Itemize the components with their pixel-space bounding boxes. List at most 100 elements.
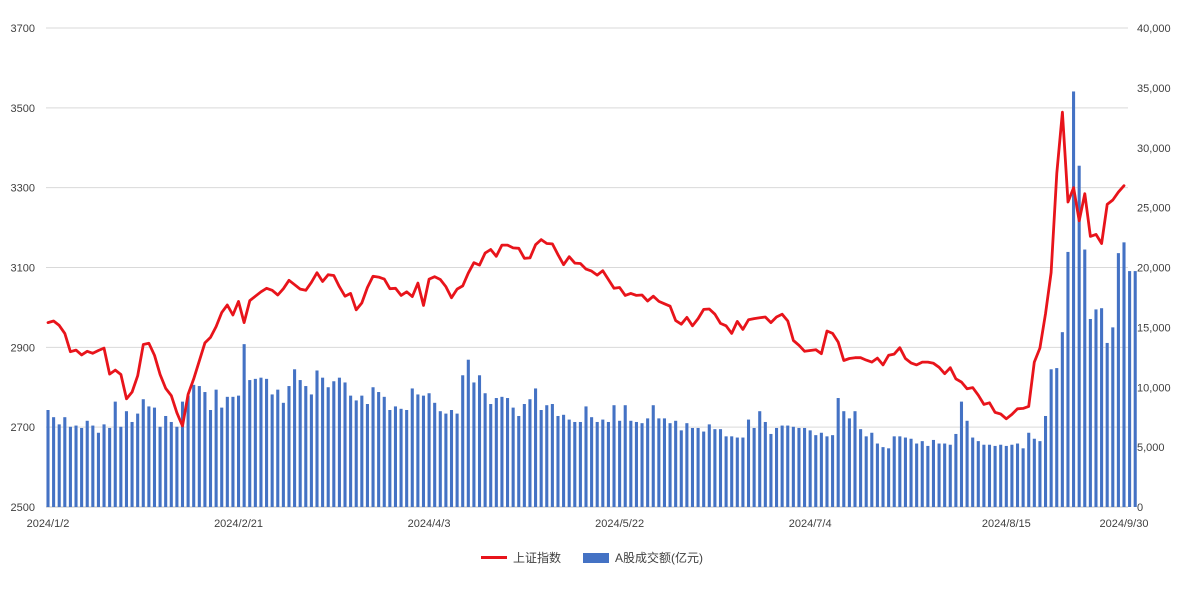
line-point xyxy=(193,378,195,380)
y-left-tick-label: 3700 xyxy=(11,23,35,35)
bar xyxy=(864,436,868,507)
line-point xyxy=(142,343,144,346)
bar xyxy=(427,393,431,507)
bar xyxy=(265,378,269,507)
bar xyxy=(763,421,767,507)
bar xyxy=(52,417,56,507)
line-point xyxy=(1044,313,1047,315)
line-point xyxy=(232,314,234,316)
bar xyxy=(842,411,846,507)
bar xyxy=(780,425,784,507)
line-point xyxy=(691,325,694,327)
line-point xyxy=(523,257,525,259)
line-point xyxy=(551,243,553,245)
line-point xyxy=(596,274,598,276)
line-point xyxy=(383,278,385,280)
y-left-tick-label: 3500 xyxy=(11,103,35,115)
line-point xyxy=(495,255,497,257)
line-point xyxy=(81,354,83,356)
line-point xyxy=(641,294,643,296)
bar xyxy=(920,441,924,507)
bar xyxy=(237,395,241,507)
line-point xyxy=(652,295,654,297)
bar xyxy=(646,418,650,507)
line-point xyxy=(378,276,380,278)
line-point xyxy=(703,308,705,311)
bar xyxy=(466,359,470,507)
line-point xyxy=(630,292,632,295)
bar xyxy=(696,427,700,507)
line-point xyxy=(977,394,979,396)
bar xyxy=(405,410,409,507)
bar xyxy=(976,441,980,507)
bar xyxy=(506,398,510,507)
bar xyxy=(410,388,414,507)
legend-bar-swatch xyxy=(583,552,609,563)
bar xyxy=(1088,318,1092,507)
line-point xyxy=(899,347,901,349)
bar xyxy=(859,429,863,507)
bar xyxy=(354,400,358,507)
line-point xyxy=(932,362,935,364)
y-right-tick-label: 15,000 xyxy=(1137,322,1171,334)
line-point xyxy=(86,350,88,352)
line-point xyxy=(428,278,430,280)
bar xyxy=(971,437,975,507)
bar xyxy=(360,395,364,507)
line-point xyxy=(406,291,408,293)
bar xyxy=(528,399,532,507)
bar xyxy=(690,427,695,507)
line-point xyxy=(848,357,850,360)
line-point xyxy=(103,347,105,349)
line-point xyxy=(624,294,626,297)
bar xyxy=(775,427,779,507)
line-point xyxy=(462,285,464,287)
line-series xyxy=(46,110,1126,428)
bar xyxy=(472,382,476,507)
bar xyxy=(965,420,969,507)
line-point xyxy=(955,378,957,380)
line-point xyxy=(97,349,100,352)
line-point xyxy=(876,357,879,359)
bar xyxy=(556,415,560,507)
bar xyxy=(1100,308,1104,507)
bar xyxy=(662,418,666,507)
line-point xyxy=(198,360,200,362)
line-point xyxy=(170,395,172,397)
bar xyxy=(892,436,896,507)
legend-item-line[interactable]: 上证指数 xyxy=(480,549,561,566)
bar xyxy=(943,443,947,507)
bar xyxy=(1111,327,1115,507)
bar xyxy=(545,405,549,507)
bar xyxy=(225,396,229,507)
legend-label-line: 上证指数 xyxy=(512,551,561,565)
bar xyxy=(293,369,297,507)
bar xyxy=(718,429,723,507)
bar xyxy=(382,396,386,507)
line-point xyxy=(1033,361,1035,363)
line-point xyxy=(809,349,811,352)
bar xyxy=(1105,342,1109,507)
line-point xyxy=(949,367,951,369)
line-point xyxy=(366,286,369,289)
bar xyxy=(887,448,891,507)
bar xyxy=(102,424,106,507)
line-point xyxy=(92,352,94,354)
line-point xyxy=(820,353,822,355)
y-right-tick-label: 25,000 xyxy=(1137,203,1171,215)
line-point xyxy=(1022,407,1024,410)
line-point xyxy=(243,321,245,324)
line-point xyxy=(484,252,486,254)
line-point xyxy=(764,316,766,318)
bar xyxy=(438,411,442,507)
line-point xyxy=(75,349,77,351)
bar xyxy=(1015,443,1020,507)
line-point xyxy=(831,332,834,334)
bar xyxy=(371,387,375,507)
bar xyxy=(831,435,835,507)
line-point xyxy=(826,330,828,332)
legend-item-bar[interactable]: A股成交额(亿元) xyxy=(583,549,703,566)
bar xyxy=(522,404,526,507)
y-axis-right: 0 5,000 10,000 15,000 20,000 25,000 30,000 35,0… xyxy=(1137,23,1171,514)
bar xyxy=(180,401,185,507)
